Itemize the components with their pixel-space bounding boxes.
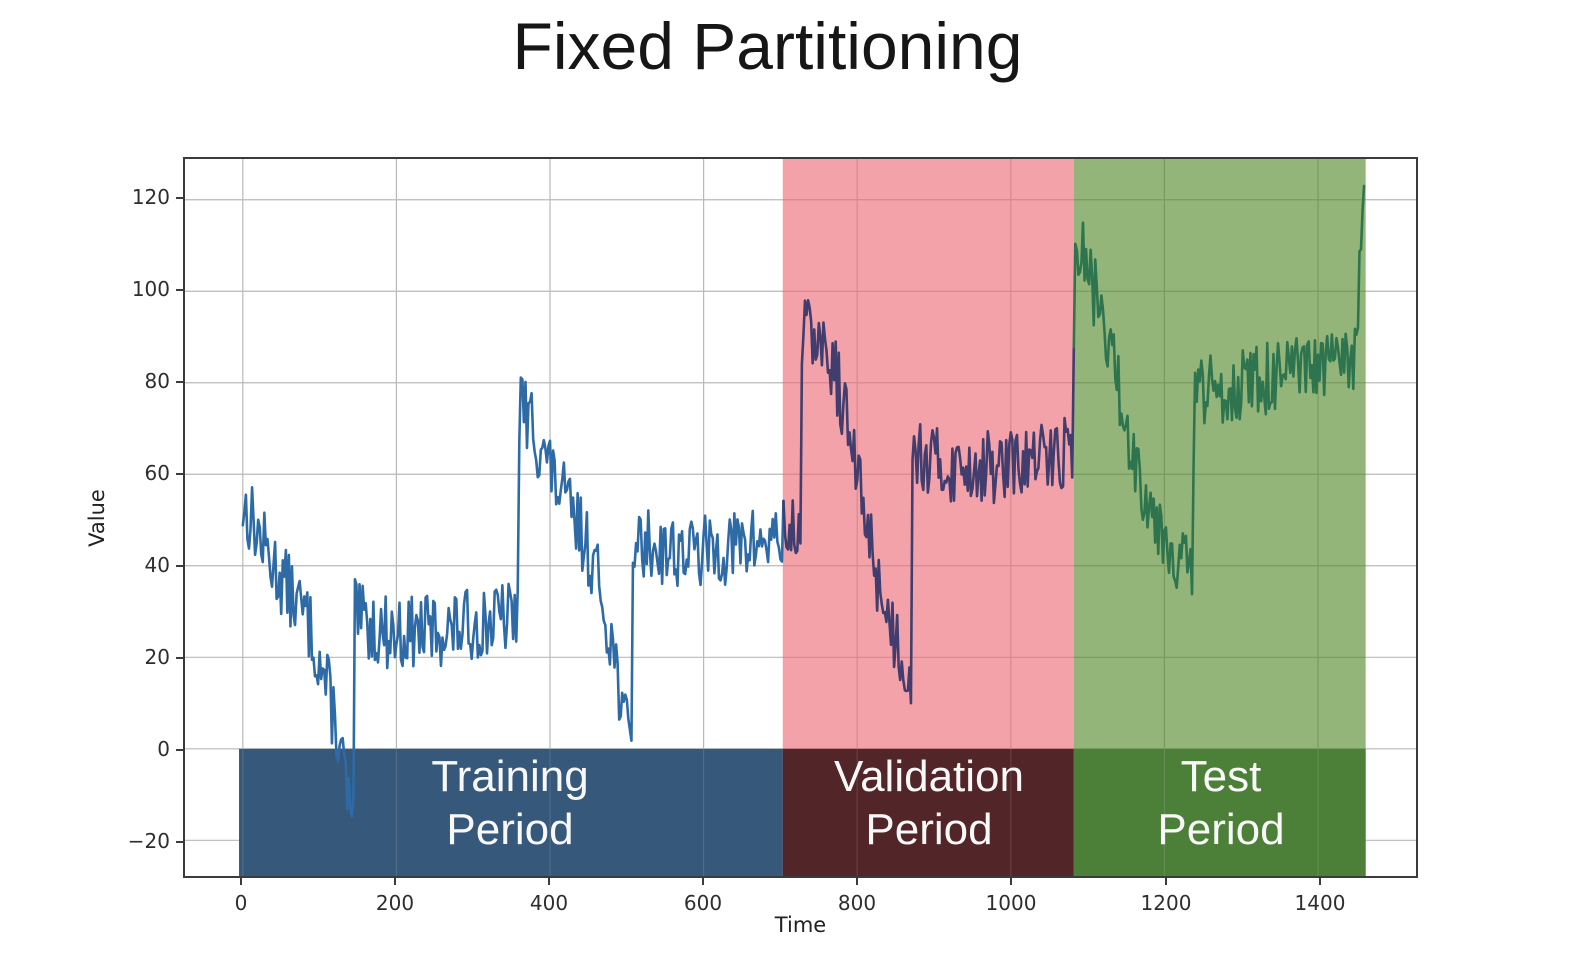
x-tick-label-800: 800 <box>837 891 877 915</box>
x-tick-0 <box>240 878 242 885</box>
x-tick-600 <box>702 878 704 885</box>
x-axis-label: Time <box>774 913 827 937</box>
band-label-line: Test <box>1180 752 1262 801</box>
band-label-training: Training Period <box>431 750 588 856</box>
band-training <box>239 748 783 876</box>
x-tick-200 <box>394 878 396 885</box>
series-line-test <box>1072 184 1366 596</box>
y-tick--20 <box>176 841 183 843</box>
x-tick-label-0: 0 <box>234 891 248 915</box>
y-tick-20 <box>176 657 183 659</box>
chart-canvas <box>185 159 1416 876</box>
band-label-line: Period <box>865 805 993 854</box>
x-tick-label-1400: 1400 <box>1294 891 1346 915</box>
y-tick-label-0: 0 <box>157 737 170 761</box>
y-tick-60 <box>176 473 183 475</box>
y-tick-label-40: 40 <box>144 553 170 577</box>
y-tick-0 <box>176 749 183 751</box>
band-label-line: Period <box>1157 805 1285 854</box>
y-tick-label-120: 120 <box>131 185 170 209</box>
y-axis-label: Value <box>85 489 109 547</box>
band-test <box>1073 748 1366 876</box>
y-tick-label-100: 100 <box>131 277 170 301</box>
chart-title: Fixed Partitioning <box>512 9 1023 83</box>
band-label-validation: Validation Period <box>834 750 1024 856</box>
band-label-line: Period <box>446 805 574 854</box>
x-tick-1400 <box>1319 878 1321 885</box>
x-tick-800 <box>856 878 858 885</box>
x-tick-1200 <box>1165 878 1167 885</box>
y-tick-80 <box>176 381 183 383</box>
y-tick-40 <box>176 565 183 567</box>
x-tick-label-200: 200 <box>375 891 415 915</box>
band-label-test: Test Period <box>1157 750 1284 856</box>
band-validation <box>782 748 1074 876</box>
y-tick-label-60: 60 <box>144 461 170 485</box>
x-tick-400 <box>548 878 550 885</box>
x-tick-label-1000: 1000 <box>985 891 1037 915</box>
y-tick-label--20: −20 <box>127 829 170 853</box>
plot-area <box>183 157 1418 878</box>
y-tick-label-20: 20 <box>144 645 170 669</box>
x-tick-label-400: 400 <box>529 891 569 915</box>
y-tick-120 <box>176 197 183 199</box>
band-label-line: Training <box>431 752 589 801</box>
band-label-line: Validation <box>834 752 1024 801</box>
y-tick-label-80: 80 <box>144 369 170 393</box>
x-tick-label-1200: 1200 <box>1140 891 1192 915</box>
y-tick-100 <box>176 289 183 291</box>
series-line-validation <box>782 299 1076 705</box>
series-line-training <box>241 376 785 819</box>
x-tick-1000 <box>1010 878 1012 885</box>
x-tick-label-600: 600 <box>683 891 723 915</box>
